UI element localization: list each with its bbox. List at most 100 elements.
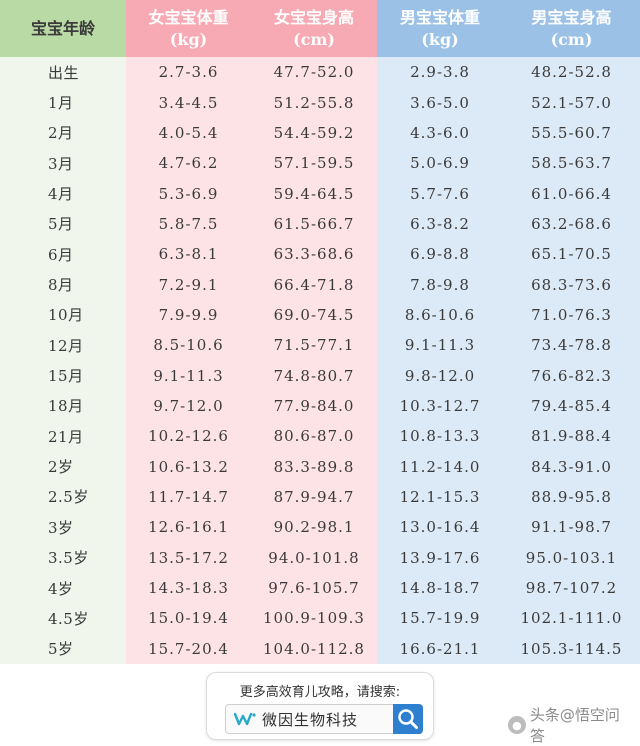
cell-girl-weight: 5.3-6.9 [126, 178, 251, 209]
cell-girl-weight: 15.7-20.4 [126, 633, 251, 664]
cell-age: 10月 [0, 299, 126, 331]
cell-boy-weight: 11.2-14.0 [377, 451, 503, 482]
search-button[interactable] [393, 704, 423, 734]
cell-age: 5月 [0, 208, 126, 240]
cell-age: 15月 [0, 360, 126, 391]
cell-boy-weight: 13.0-16.4 [377, 512, 503, 543]
cell-girl-weight: 5.8-7.5 [126, 208, 251, 240]
cell-boy-height: 91.1-98.7 [503, 512, 640, 543]
cell-boy-weight: 4.3-6.0 [377, 117, 503, 149]
header-girl-weight-label: 女宝宝体重 [148, 7, 229, 27]
cell-boy-height: 61.0-66.4 [503, 178, 640, 209]
cell-boy-height: 95.0-103.1 [503, 542, 640, 573]
cell-girl-height: 90.2-98.1 [251, 512, 377, 543]
cell-boy-height: 73.4-78.8 [503, 330, 640, 361]
cell-girl-height: 54.4-59.2 [251, 117, 377, 149]
cell-girl-height: 80.6-87.0 [251, 421, 377, 452]
growth-table: 宝宝年龄 女宝宝体重 (kg) 女宝宝身高 (cm) 男宝宝体重 (kg) 男宝… [0, 0, 640, 664]
cell-boy-height: 88.9-95.8 [503, 481, 640, 513]
cell-girl-weight: 11.7-14.7 [126, 481, 251, 513]
cell-boy-weight: 5.0-6.9 [377, 148, 503, 179]
cell-boy-weight: 7.8-9.8 [377, 269, 503, 300]
cell-boy-weight: 9.8-12.0 [377, 360, 503, 391]
cell-boy-weight: 3.6-5.0 [377, 87, 503, 118]
cell-age: 5岁 [0, 633, 126, 664]
cell-age: 2.5岁 [0, 481, 126, 513]
cell-girl-height: 87.9-94.7 [251, 481, 377, 513]
cell-girl-weight: 2.7-3.6 [126, 57, 251, 88]
cell-girl-weight: 7.9-9.9 [126, 299, 251, 331]
header-boy-weight-unit: (kg) [421, 29, 459, 49]
cell-girl-height: 66.4-71.8 [251, 269, 377, 300]
cell-boy-weight: 16.6-21.1 [377, 633, 503, 664]
cell-boy-weight: 2.9-3.8 [377, 57, 503, 88]
cell-boy-height: 84.3-91.0 [503, 451, 640, 482]
cell-girl-weight: 14.3-18.3 [126, 572, 251, 604]
brand-search-box[interactable]: 微因生物科技 [225, 704, 423, 734]
wukong-icon: ● [508, 716, 526, 734]
cell-boy-height: 55.5-60.7 [503, 117, 640, 149]
cell-boy-height: 79.4-85.4 [503, 390, 640, 422]
cell-age: 出生 [0, 57, 126, 88]
magnifier-icon [398, 709, 418, 729]
cell-girl-weight: 6.3-8.1 [126, 239, 251, 270]
cell-age: 4岁 [0, 572, 126, 604]
cell-girl-weight: 10.6-13.2 [126, 451, 251, 482]
cell-age: 6月 [0, 239, 126, 270]
cell-boy-weight: 15.7-19.9 [377, 603, 503, 634]
cell-boy-height: 71.0-76.3 [503, 299, 640, 331]
watermark-text: 头条@悟空问答 [529, 706, 620, 745]
cell-girl-weight: 10.2-12.6 [126, 421, 251, 452]
cell-age: 8月 [0, 269, 126, 300]
cell-girl-weight: 13.5-17.2 [126, 542, 251, 573]
cell-age: 21月 [0, 421, 126, 452]
cell-girl-weight: 9.1-11.3 [126, 360, 251, 391]
cell-boy-weight: 14.8-18.7 [377, 572, 503, 604]
cell-age: 3月 [0, 148, 126, 179]
cell-girl-height: 104.0-112.8 [251, 633, 377, 664]
cell-boy-weight: 10.8-13.3 [377, 421, 503, 452]
cell-boy-height: 105.3-114.5 [503, 633, 640, 664]
header-girl-height-label: 女宝宝身高 [273, 7, 354, 27]
cell-age: 2月 [0, 117, 126, 149]
brand-name: 微因生物科技 [262, 711, 359, 729]
cell-girl-height: 69.0-74.5 [251, 299, 377, 331]
cell-age: 4月 [0, 178, 126, 209]
cell-girl-height: 61.5-66.7 [251, 208, 377, 240]
cell-boy-height: 68.3-73.6 [503, 269, 640, 300]
cell-boy-height: 65.1-70.5 [503, 239, 640, 270]
cell-age: 3岁 [0, 512, 126, 543]
cell-girl-height: 97.6-105.7 [251, 572, 377, 604]
header-age: 宝宝年龄 [0, 0, 126, 57]
cell-girl-weight: 3.4-4.5 [126, 87, 251, 118]
header-boy-height: 男宝宝身高 (cm) [503, 0, 640, 57]
cell-girl-height: 94.0-101.8 [251, 542, 377, 573]
cell-age: 1月 [0, 87, 126, 118]
cell-boy-height: 98.7-107.2 [503, 572, 640, 604]
header-girl-height: 女宝宝身高 (cm) [251, 0, 377, 57]
header-age-label: 宝宝年龄 [30, 18, 95, 38]
header-girl-weight-unit: (kg) [169, 29, 208, 49]
cell-age: 4.5岁 [0, 603, 126, 634]
cell-boy-height: 76.6-82.3 [503, 360, 640, 391]
cell-boy-weight: 6.3-8.2 [377, 208, 503, 240]
wave-logo-icon [234, 712, 256, 726]
header-boy-height-unit: (cm) [550, 29, 593, 49]
cell-boy-height: 102.1-111.0 [503, 603, 640, 634]
cell-girl-height: 63.3-68.6 [251, 239, 377, 270]
cell-age: 12月 [0, 330, 126, 361]
promo-title: 更多高效育儿攻略，请搜索: [239, 685, 401, 700]
header-girl-height-unit: (cm) [293, 29, 335, 49]
cell-boy-height: 63.2-68.6 [503, 208, 640, 240]
cell-boy-height: 58.5-63.7 [503, 148, 640, 179]
cell-girl-weight: 9.7-12.0 [126, 390, 251, 422]
cell-girl-height: 57.1-59.5 [251, 148, 377, 179]
cell-girl-height: 100.9-109.3 [251, 603, 377, 634]
cell-girl-weight: 15.0-19.4 [126, 603, 251, 634]
header-girl-weight: 女宝宝体重 (kg) [126, 0, 251, 57]
cell-girl-height: 59.4-64.5 [251, 178, 377, 209]
promo-card: 更多高效育儿攻略，请搜索: 微因生物科技 [206, 672, 434, 740]
cell-boy-weight: 5.7-7.6 [377, 178, 503, 209]
cell-girl-height: 51.2-55.8 [251, 87, 377, 118]
cell-boy-height: 52.1-57.0 [503, 87, 640, 118]
